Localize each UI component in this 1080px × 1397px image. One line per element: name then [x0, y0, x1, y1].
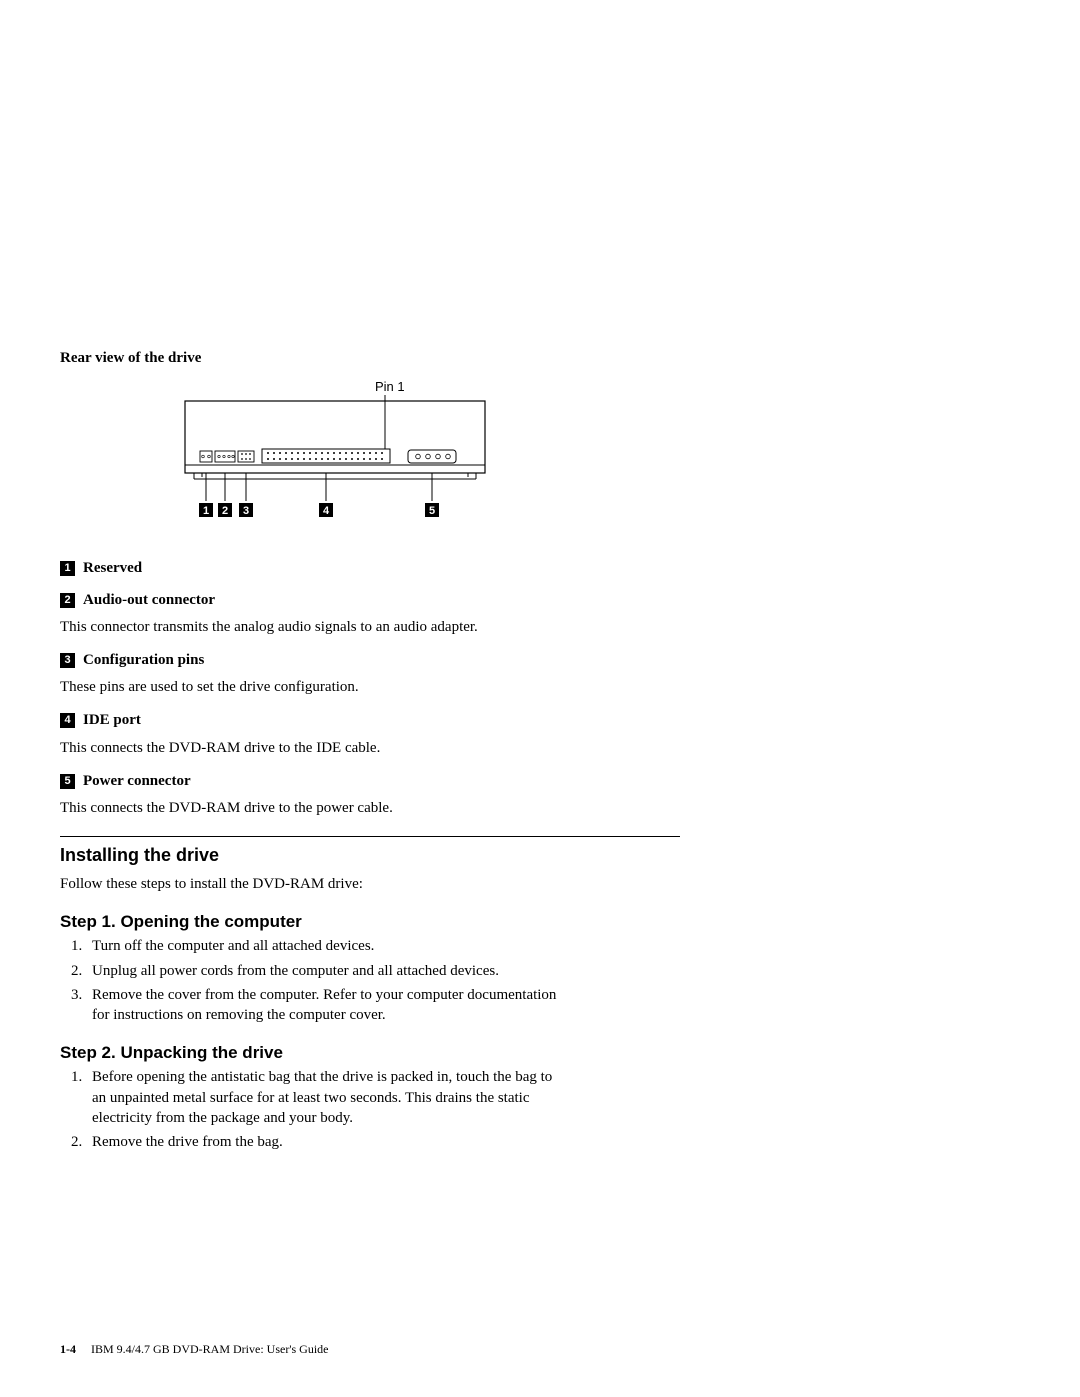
- document-page: Rear view of the drive Pin 1: [0, 0, 620, 1206]
- callout-5: 5 Power connector: [60, 772, 560, 790]
- callout-num-5: 5: [60, 774, 75, 789]
- page-footer: 1-4 IBM 9.4/4.7 GB DVD-RAM Drive: User's…: [60, 1342, 328, 1357]
- callout-num-4: 4: [60, 713, 75, 728]
- svg-text:2: 2: [222, 505, 228, 517]
- callout-label-4: IDE port: [83, 712, 141, 728]
- callout-num-2: 2: [60, 593, 75, 608]
- svg-text:4: 4: [323, 505, 330, 517]
- step1-heading: Step 1. Opening the computer: [60, 912, 560, 932]
- list-item: Turn off the computer and all attached d…: [86, 936, 560, 956]
- section-rule: [60, 836, 680, 837]
- callout-text-4: This connects the DVD-RAM drive to the I…: [60, 738, 560, 758]
- callout-label-2: Audio-out connector: [83, 592, 215, 608]
- step2-heading: Step 2. Unpacking the drive: [60, 1043, 560, 1063]
- callout-text-3: These pins are used to set the drive con…: [60, 677, 560, 697]
- callout-label-5: Power connector: [83, 773, 191, 789]
- callout-1: 1 Reserved: [60, 559, 560, 577]
- list-item: Before opening the antistatic bag that t…: [86, 1067, 560, 1128]
- callout-label-1: Reserved: [83, 560, 142, 576]
- callout-4: 4 IDE port: [60, 712, 560, 730]
- callout-num-3: 3: [60, 653, 75, 668]
- step2-list: Before opening the antistatic bag that t…: [60, 1067, 560, 1152]
- callout-2: 2 Audio-out connector: [60, 591, 560, 609]
- callout-3: 3 Configuration pins: [60, 651, 560, 669]
- svg-text:5: 5: [429, 505, 435, 517]
- step1-list: Turn off the computer and all attached d…: [60, 936, 560, 1025]
- list-item: Remove the drive from the bag.: [86, 1132, 560, 1152]
- rear-view-heading: Rear view of the drive: [60, 350, 560, 367]
- svg-text:1: 1: [203, 505, 209, 517]
- installing-heading: Installing the drive: [60, 845, 560, 866]
- list-item: Unplug all power cords from the computer…: [86, 961, 560, 981]
- page-number: 1-4: [60, 1342, 76, 1356]
- pin1-label: Pin 1: [375, 379, 405, 394]
- svg-text:3: 3: [243, 505, 249, 517]
- callout-num-1: 1: [60, 561, 75, 576]
- list-item: Remove the cover from the computer. Refe…: [86, 985, 560, 1026]
- rear-view-diagram: Pin 1: [180, 379, 560, 539]
- callout-label-3: Configuration pins: [83, 652, 204, 668]
- footer-title: IBM 9.4/4.7 GB DVD-RAM Drive: User's Gui…: [91, 1342, 328, 1356]
- installing-intro: Follow these steps to install the DVD-RA…: [60, 874, 560, 894]
- callout-text-5: This connects the DVD-RAM drive to the p…: [60, 798, 560, 818]
- callout-text-2: This connector transmits the analog audi…: [60, 617, 560, 637]
